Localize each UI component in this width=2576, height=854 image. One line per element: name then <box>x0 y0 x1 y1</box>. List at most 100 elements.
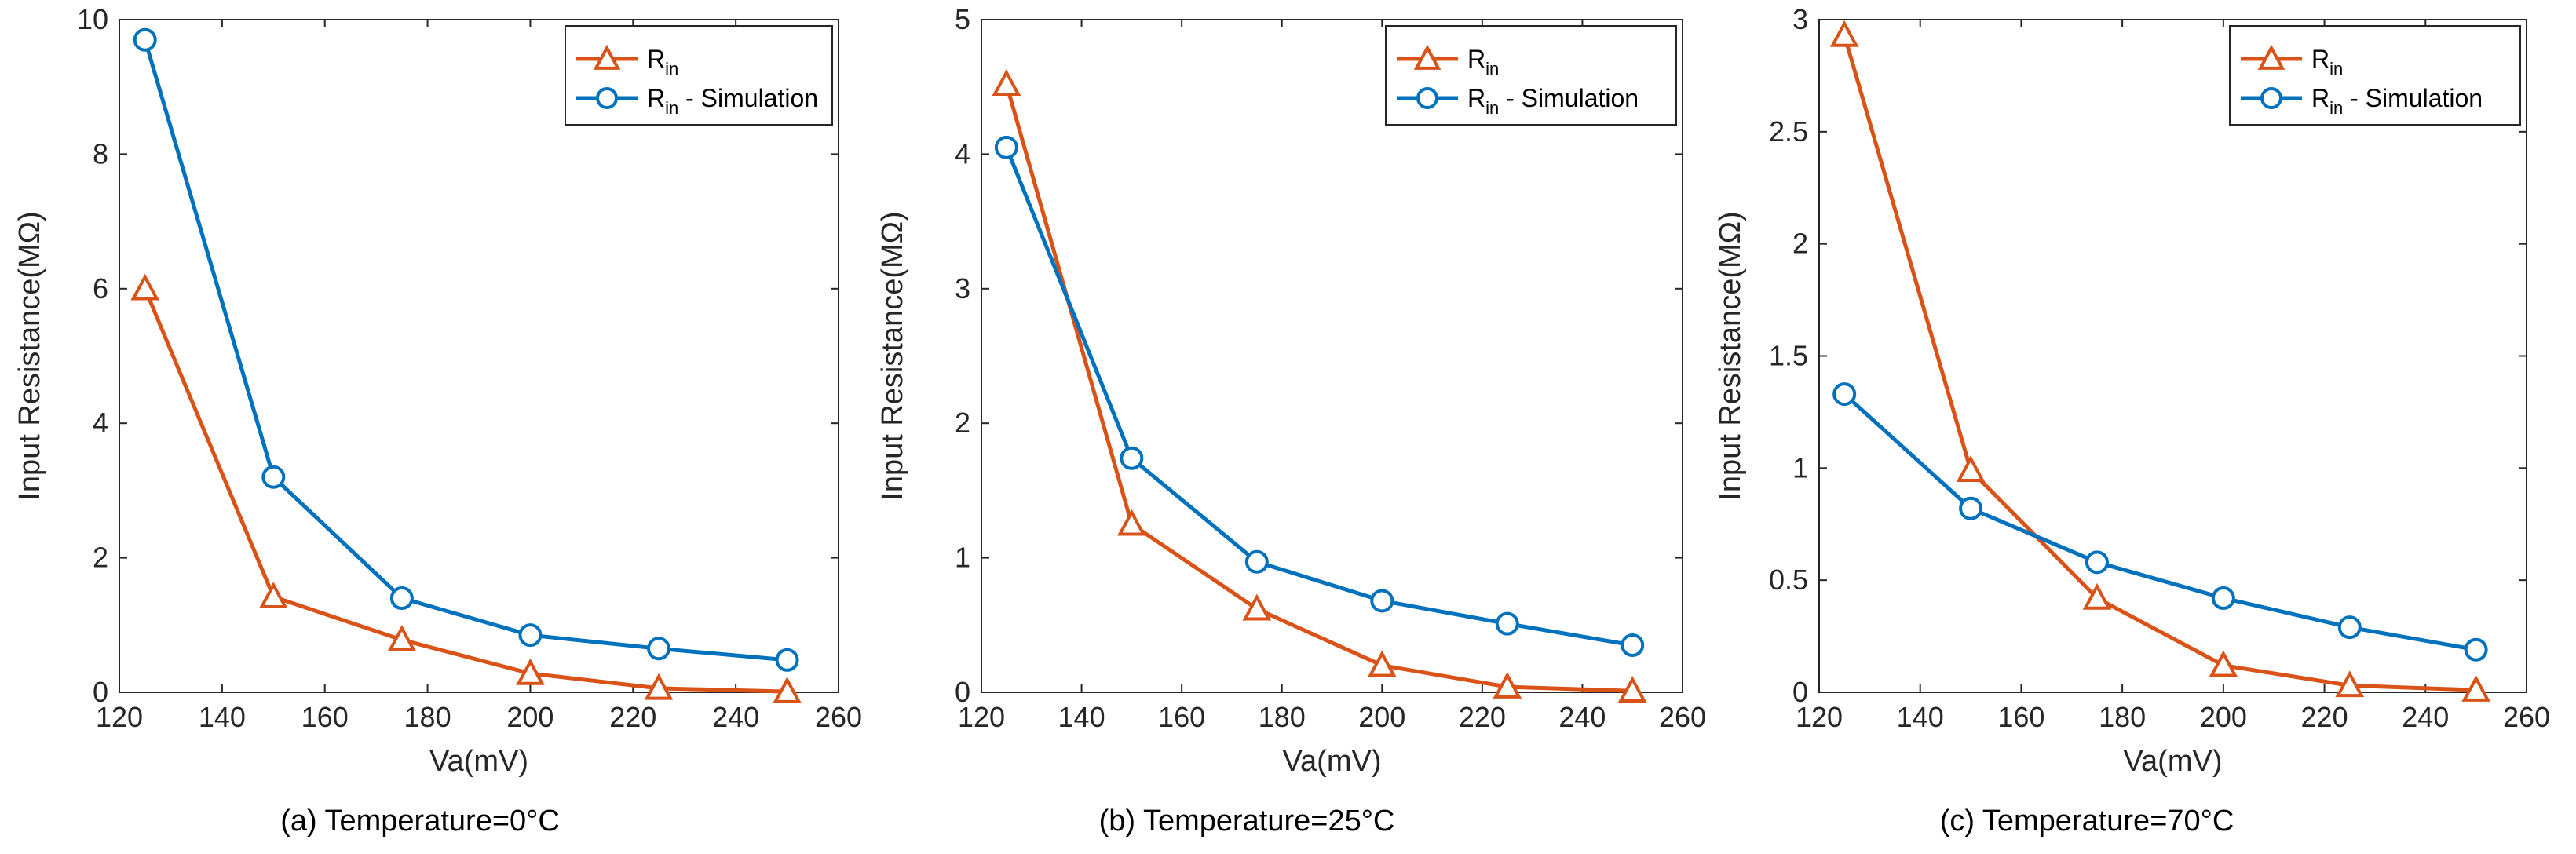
y-tick-label: 0 <box>1792 676 1808 708</box>
x-tick-label: 260 <box>1659 701 1706 733</box>
y-tick-label: 2 <box>1792 228 1808 260</box>
panel-caption: (a) Temperature=0°C <box>280 805 560 838</box>
data-point-triangle <box>1829 20 1859 47</box>
legend-label-rin: Rin <box>647 45 678 78</box>
data-point-circle <box>261 465 286 489</box>
x-tick-label: 140 <box>199 701 246 733</box>
legend-label-rin-simulation: Rin - Simulation <box>647 84 818 118</box>
y-axis-label: Input Resistance(MΩ) <box>13 211 46 500</box>
data-point-triangle <box>773 676 802 703</box>
x-tick-label: 220 <box>2301 701 2348 733</box>
data-point-circle <box>1120 446 1144 470</box>
x-tick-label: 140 <box>1058 701 1105 733</box>
plot-area-frame <box>119 19 839 693</box>
data-point-triangle <box>130 273 160 301</box>
legend-box <box>1385 25 1677 126</box>
x-tick-label: 200 <box>506 701 554 733</box>
data-point-triangle <box>992 69 1021 97</box>
series-line-rin <box>1842 35 2476 692</box>
y-tick-label: 3 <box>955 272 970 305</box>
y-axis-label: Input Resistance(MΩ) <box>876 211 909 500</box>
series-line-rin-simulation <box>1004 146 1633 648</box>
y-tick-label: 2 <box>955 407 970 439</box>
data-point-triangle <box>2082 582 2112 610</box>
data-point-circle <box>1832 382 1857 407</box>
data-point-circle <box>994 135 1018 159</box>
y-tick-label: 8 <box>93 137 108 170</box>
data-point-triangle <box>2209 650 2238 677</box>
x-tick-label: 200 <box>2200 701 2247 733</box>
data-point-triangle <box>387 624 417 651</box>
y-tick-label: 4 <box>93 407 108 439</box>
plot-area-frame <box>981 19 1683 693</box>
data-point-triangle <box>1367 650 1397 677</box>
legend-label-rin: Rin <box>1467 45 1499 78</box>
x-tick-label: 240 <box>2402 701 2449 733</box>
legend: Rin Rin - Simulation <box>2229 25 2521 126</box>
legend-label-rin: Rin <box>2311 45 2343 78</box>
y-tick-label: 2.5 <box>1769 115 1808 148</box>
y-tick-label: 10 <box>77 3 108 35</box>
series-line-rin <box>1004 83 1633 693</box>
y-tick-label: 3 <box>1792 3 1808 35</box>
y-tick-label: 0 <box>955 676 970 708</box>
data-point-triangle <box>2335 670 2365 698</box>
legend-marker-circle <box>2260 87 2282 109</box>
x-tick-label: 160 <box>301 701 349 733</box>
legend-box <box>2229 25 2521 126</box>
y-tick-label: 2 <box>93 542 108 574</box>
x-tick-label: 140 <box>1897 701 1944 733</box>
y-tick-label: 0.5 <box>1769 564 1808 596</box>
panel-caption: (c) Temperature=70°C <box>1940 805 2234 838</box>
data-point-triangle <box>516 658 545 685</box>
x-axis-label: Va(mV) <box>429 745 528 778</box>
data-point-circle <box>2337 615 2362 640</box>
x-tick-label: 200 <box>1358 701 1405 733</box>
x-tick-label: 120 <box>96 701 143 733</box>
y-tick-label: 5 <box>955 3 970 35</box>
data-point-triangle <box>644 673 674 700</box>
data-point-triangle <box>2461 674 2490 702</box>
chart-panel-0: 120 140 160 180 200 220 240 260 0 2 4 6 8 10 Va(mV) Inp… <box>13 3 862 838</box>
x-tick-label: 180 <box>404 701 451 733</box>
y-tick-label: 6 <box>93 272 108 305</box>
x-tick-label: 260 <box>815 701 862 733</box>
legend: Rin Rin - Simulation <box>1385 25 1677 126</box>
data-point-circle <box>1244 549 1269 574</box>
y-tick-label: 0 <box>93 676 108 708</box>
data-point-triangle <box>1493 671 1522 699</box>
data-point-circle <box>518 623 543 648</box>
x-tick-label: 160 <box>1158 701 1205 733</box>
x-axis-label: Va(mV) <box>2124 745 2223 778</box>
x-tick-label: 240 <box>712 701 759 733</box>
chart-panel-1: 120 140 160 180 200 220 240 260 0 1 2 3 4 5 Va(mV) Inpu… <box>876 3 1706 838</box>
data-point-circle <box>389 586 414 611</box>
data-point-circle <box>1621 633 1645 658</box>
x-axis-label: Va(mV) <box>1283 745 1382 778</box>
x-tick-label: 180 <box>1259 701 1306 733</box>
data-point-triangle <box>1117 509 1146 536</box>
data-point-circle <box>2211 586 2235 611</box>
data-point-circle <box>1959 496 1983 520</box>
legend: Rin Rin - Simulation <box>565 25 833 126</box>
y-tick-label: 4 <box>955 137 970 170</box>
y-axis-label: Input Resistance(MΩ) <box>1714 211 1747 500</box>
data-point-circle <box>133 27 157 52</box>
legend-label-rin-simulation: Rin - Simulation <box>1467 84 1639 118</box>
data-point-circle <box>2085 550 2109 575</box>
x-tick-label: 220 <box>609 701 656 733</box>
y-tick-label: 1.5 <box>1769 340 1808 372</box>
series-line-rin <box>143 287 787 694</box>
data-point-triangle <box>1242 593 1272 621</box>
data-point-circle <box>775 648 799 672</box>
x-tick-label: 160 <box>1997 701 2044 733</box>
data-point-triangle <box>258 582 288 609</box>
legend-marker-circle <box>1416 87 1438 109</box>
x-tick-label: 120 <box>958 701 1005 733</box>
x-tick-label: 180 <box>2099 701 2146 733</box>
data-point-circle <box>647 637 670 661</box>
x-tick-label: 240 <box>1558 701 1606 733</box>
series-line-rin-simulation <box>1843 392 2477 652</box>
x-tick-label: 120 <box>1796 701 1843 733</box>
x-tick-label: 260 <box>2503 701 2550 733</box>
